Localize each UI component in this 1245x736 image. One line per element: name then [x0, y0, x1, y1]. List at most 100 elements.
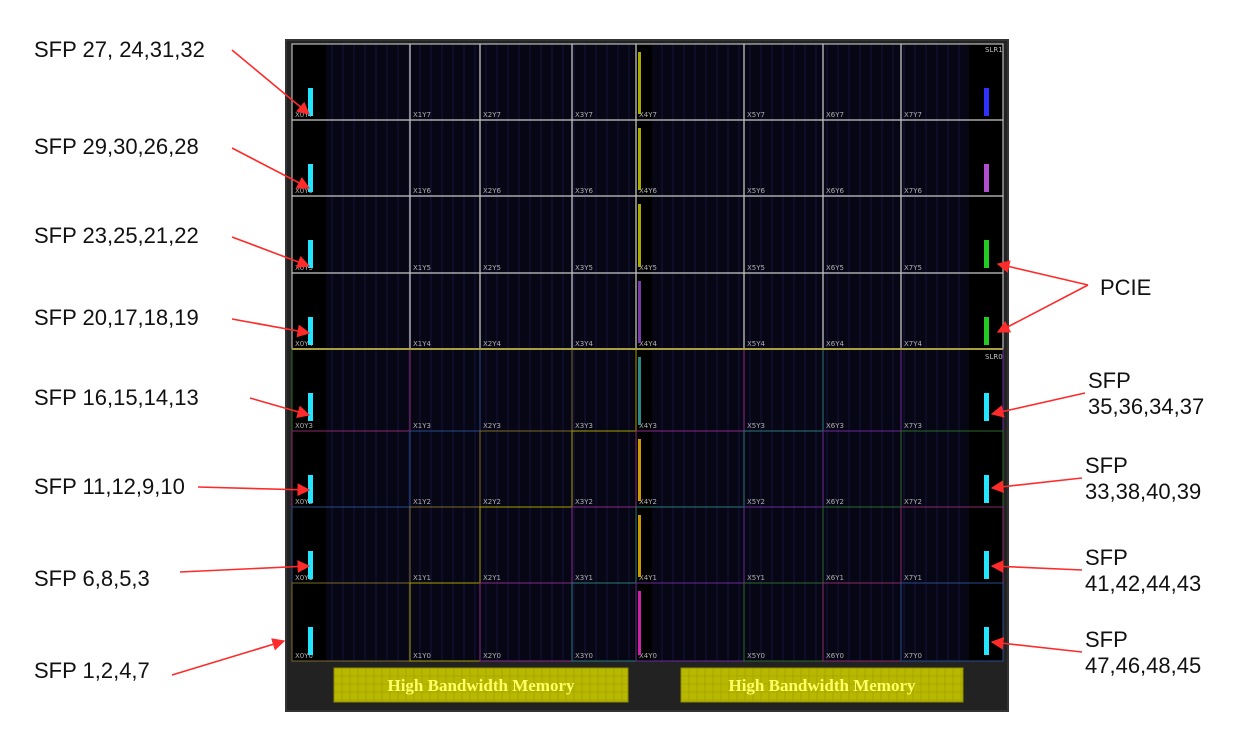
sfp-label-x7y2: SFP 33,38,40,39 [1085, 453, 1235, 505]
clock-region-label: X2Y0 [483, 652, 501, 660]
clock-region-label: X3Y1 [575, 574, 593, 582]
sfp-label-x7y1: SFP 41,42,44,43 [1085, 545, 1235, 597]
left-transceiver-quad [308, 164, 313, 192]
arrow-sfp-x0y3 [249, 397, 311, 418]
clock-region-label: X3Y4 [575, 340, 594, 348]
clock-region-label: X0Y4 [295, 340, 314, 348]
center-io-segment [638, 515, 641, 577]
clock-region-label: X5Y5 [747, 264, 765, 272]
clock-region-label: X0Y1 [295, 574, 313, 582]
arrow-pcie-upper [996, 260, 1089, 286]
left-transceiver-quad [308, 627, 313, 655]
clock-region-label: X5Y6 [747, 187, 766, 195]
slr0-label: SLR0 [985, 353, 1003, 361]
clock-region-label: X1Y0 [413, 652, 431, 660]
sfp-numbers: 41,42,44,43 [1085, 571, 1202, 596]
clock-region-label: X6Y3 [826, 422, 844, 430]
callout-arrows [171, 49, 1089, 676]
clock-region-label: X6Y4 [826, 340, 845, 348]
clock-region-label: X2Y4 [483, 340, 502, 348]
left-transceiver-quad [308, 88, 313, 116]
sfp-label-x0y4: SFP 20,17,18,19 [34, 305, 199, 330]
clock-region-label: X2Y3 [483, 422, 501, 430]
clock-region-label: X6Y5 [826, 264, 844, 272]
clock-region-label: X0Y7 [295, 111, 313, 119]
sfp-numbers: 35,36,34,37 [1088, 394, 1205, 419]
clock-region-label: X3Y6 [575, 187, 594, 195]
clock-region-label: X4Y4 [639, 340, 658, 348]
left-transceiver-quad [308, 475, 313, 503]
right-quad-x7y7 [984, 88, 989, 116]
arrow-sfp-x0y7 [231, 49, 310, 115]
clock-region-label: X0Y3 [295, 422, 313, 430]
clock-region-label: X2Y5 [483, 264, 501, 272]
center-io-segment [638, 52, 641, 114]
left-transceiver-quad [308, 240, 313, 268]
clock-region-label: X6Y1 [826, 574, 844, 582]
clock-region-label: X3Y3 [575, 422, 593, 430]
clock-region-label: X1Y5 [413, 264, 431, 272]
clock-region-label: X1Y7 [413, 111, 431, 119]
clock-region-label: X2Y2 [483, 498, 501, 506]
clock-region-label: X0Y6 [295, 187, 314, 195]
clock-region-label: X7Y0 [904, 652, 922, 660]
clock-region-label: X0Y5 [295, 264, 313, 272]
clock-region-label: X2Y7 [483, 111, 501, 119]
clock-region-label: X5Y7 [747, 111, 765, 119]
clock-region-label: X5Y2 [747, 498, 765, 506]
arrow-sfp-x0y6 [231, 147, 311, 189]
arrow-sfp-x0y2 [197, 483, 311, 497]
pcie-block-x7y4 [984, 317, 989, 345]
pcie-block-x7y5 [984, 240, 989, 268]
sfp-label-x0y5: SFP 23,25,21,22 [34, 223, 199, 248]
arrow-sfp-x0y1 [179, 560, 311, 573]
clock-region-label: X7Y6 [904, 187, 923, 195]
pcie-label: PCIE [1100, 275, 1152, 300]
clock-region-labels: X0Y7 X1Y7 X2Y7 X3Y7 X4Y7 X5Y7 X6Y7 X7Y7 X0Y6 X1Y6… [295, 111, 923, 660]
clock-region-label: X6Y0 [826, 652, 844, 660]
clock-region-label: X7Y7 [904, 111, 922, 119]
clock-region-label: X6Y2 [826, 498, 844, 506]
right-transceiver-x7y2 [984, 475, 989, 503]
clock-region-label: X3Y2 [575, 498, 593, 506]
clock-region-label: X1Y6 [413, 187, 432, 195]
clock-region-label: X3Y5 [575, 264, 593, 272]
arrow-sfp-x0y4 [231, 318, 311, 338]
clock-region-label: X7Y4 [904, 340, 923, 348]
sfp-label-x0y2: SFP 11,12,9,10 [34, 474, 185, 499]
right-transceiver-x7y1 [984, 551, 989, 579]
left-transceiver-quad [308, 317, 313, 345]
right-quad-x7y6 [984, 164, 989, 192]
arrow-sfp-x7y3 [990, 392, 1086, 418]
clock-region-label: X4Y3 [639, 422, 657, 430]
clock-region [900, 582, 1004, 662]
clock-region-label: X1Y1 [413, 574, 431, 582]
center-io-segment [638, 128, 641, 190]
clock-region-label: X7Y3 [904, 422, 922, 430]
sfp-numbers: 47,46,48,45 [1085, 653, 1202, 678]
sfp-title: SFP [1088, 368, 1131, 393]
sfp-label-x0y0: SFP 1,2,4,7 [34, 658, 150, 683]
sfp-label-x0y7: SFP 27, 24,31,32 [34, 37, 205, 62]
clock-region-label: X4Y1 [639, 574, 657, 582]
hbm-label: High Bandwidth Memory [728, 676, 916, 695]
clock-region-label: X0Y0 [295, 652, 313, 660]
clock-region-label: X5Y1 [747, 574, 765, 582]
sfp-label-x7y0: SFP 47,46,48,45 [1085, 627, 1235, 679]
clock-region-label: X2Y1 [483, 574, 501, 582]
clock-region-label: X5Y0 [747, 652, 765, 660]
clock-region-label: X6Y6 [826, 187, 845, 195]
clock-region-label: X7Y1 [904, 574, 922, 582]
clock-region-label: X4Y6 [639, 187, 658, 195]
center-io-segment [638, 281, 641, 343]
clock-region-label: X1Y2 [413, 498, 431, 506]
clock-region-label: X6Y7 [826, 111, 844, 119]
hbm-label: High Bandwidth Memory [387, 676, 575, 695]
clock-region-label: X7Y2 [904, 498, 922, 506]
clock-region-label: X2Y6 [483, 187, 502, 195]
clock-region-label: X3Y0 [575, 652, 593, 660]
right-transceiver-x7y0 [984, 627, 989, 655]
arrow-sfp-x7y0 [990, 636, 1083, 653]
